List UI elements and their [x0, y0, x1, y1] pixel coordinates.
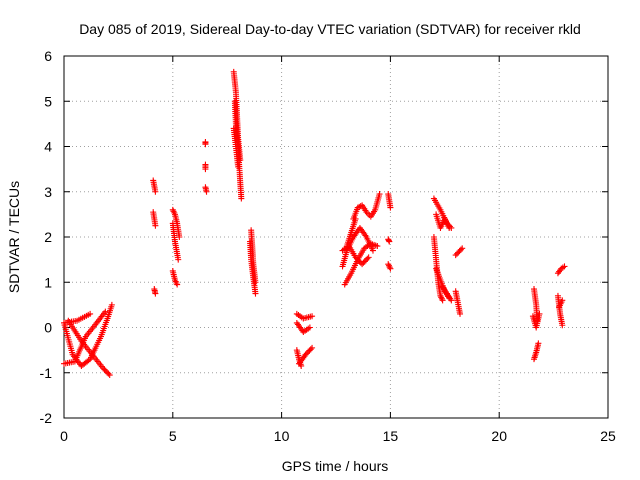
data-point	[456, 248, 463, 255]
data-point	[459, 245, 466, 252]
data-point	[352, 215, 359, 222]
data-point	[353, 255, 360, 262]
data-point	[101, 366, 108, 373]
data-point	[171, 209, 178, 216]
y-tick-label: 6	[44, 48, 52, 64]
data-point	[202, 141, 209, 148]
y-tick-label: -2	[40, 410, 53, 426]
data-point	[385, 262, 392, 269]
y-tick-label: 1	[44, 274, 52, 290]
data-point	[174, 281, 181, 288]
data-point	[108, 301, 115, 308]
y-tick-label: -1	[40, 365, 53, 381]
data-point	[453, 250, 460, 257]
x-tick-label: 20	[491, 428, 507, 444]
data-point	[374, 243, 381, 250]
data-point	[175, 256, 182, 263]
data-point	[387, 204, 394, 211]
data-point	[536, 310, 543, 317]
data-point	[360, 259, 367, 266]
data-point	[439, 297, 446, 304]
data-point	[559, 297, 566, 304]
data-point	[306, 324, 313, 331]
data-point	[455, 249, 462, 256]
data-point	[359, 261, 366, 268]
data-point	[100, 365, 107, 372]
data-point	[302, 351, 309, 358]
data-point	[361, 258, 368, 265]
data-point	[352, 254, 359, 261]
data-point	[446, 224, 453, 231]
x-axis-label: GPS time / hours	[282, 458, 389, 474]
data-point	[369, 247, 376, 254]
data-point	[305, 348, 312, 355]
data-point	[452, 252, 459, 259]
data-point	[252, 290, 259, 297]
data-point	[203, 188, 210, 195]
x-tick-label: 10	[274, 428, 290, 444]
data-point	[152, 290, 159, 297]
y-tick-label: 0	[44, 320, 52, 336]
y-tick-label: 2	[44, 229, 52, 245]
data-markers	[61, 68, 568, 379]
data-point	[102, 367, 109, 374]
data-point	[309, 313, 316, 320]
data-point	[306, 347, 313, 354]
data-point	[152, 188, 159, 195]
data-point	[309, 344, 316, 351]
x-tick-label: 15	[383, 428, 399, 444]
gridlines	[64, 56, 608, 418]
data-point	[376, 191, 383, 198]
data-point	[356, 258, 363, 265]
y-tick-label: 3	[44, 184, 52, 200]
data-point	[457, 246, 464, 253]
data-point	[387, 265, 394, 272]
data-point	[386, 238, 393, 245]
data-point	[172, 278, 179, 285]
data-point	[102, 308, 109, 315]
y-axis-label: SDTVAR / TECUs	[6, 181, 22, 293]
chart-title: Day 085 of 2019, Sidereal Day-to-day VTE…	[79, 21, 581, 37]
y-tick-label: 4	[44, 139, 52, 155]
data-point	[438, 294, 445, 301]
axis-ticks: 0 5 10 15 20 25 -2 -1 0 1 2 3 4 5 6	[40, 48, 616, 444]
x-tick-label: 0	[60, 428, 68, 444]
data-point	[363, 257, 370, 264]
data-point	[104, 369, 111, 376]
x-tick-label: 25	[600, 428, 616, 444]
data-point	[561, 263, 568, 270]
data-point	[559, 322, 566, 329]
data-point	[303, 350, 310, 357]
data-point	[365, 254, 372, 261]
data-point	[202, 166, 209, 173]
data-point	[238, 195, 245, 202]
data-point	[457, 310, 464, 317]
x-tick-label: 5	[169, 428, 177, 444]
y-tick-label: 5	[44, 93, 52, 109]
data-point	[448, 297, 455, 304]
data-point	[152, 222, 159, 229]
data-point	[106, 372, 113, 379]
data-point	[235, 163, 242, 170]
data-point	[87, 310, 94, 317]
data-point	[386, 264, 393, 271]
data-point	[307, 346, 314, 353]
data-point	[364, 255, 371, 262]
data-point	[535, 340, 542, 347]
data-point	[355, 257, 362, 264]
data-point	[105, 370, 112, 377]
